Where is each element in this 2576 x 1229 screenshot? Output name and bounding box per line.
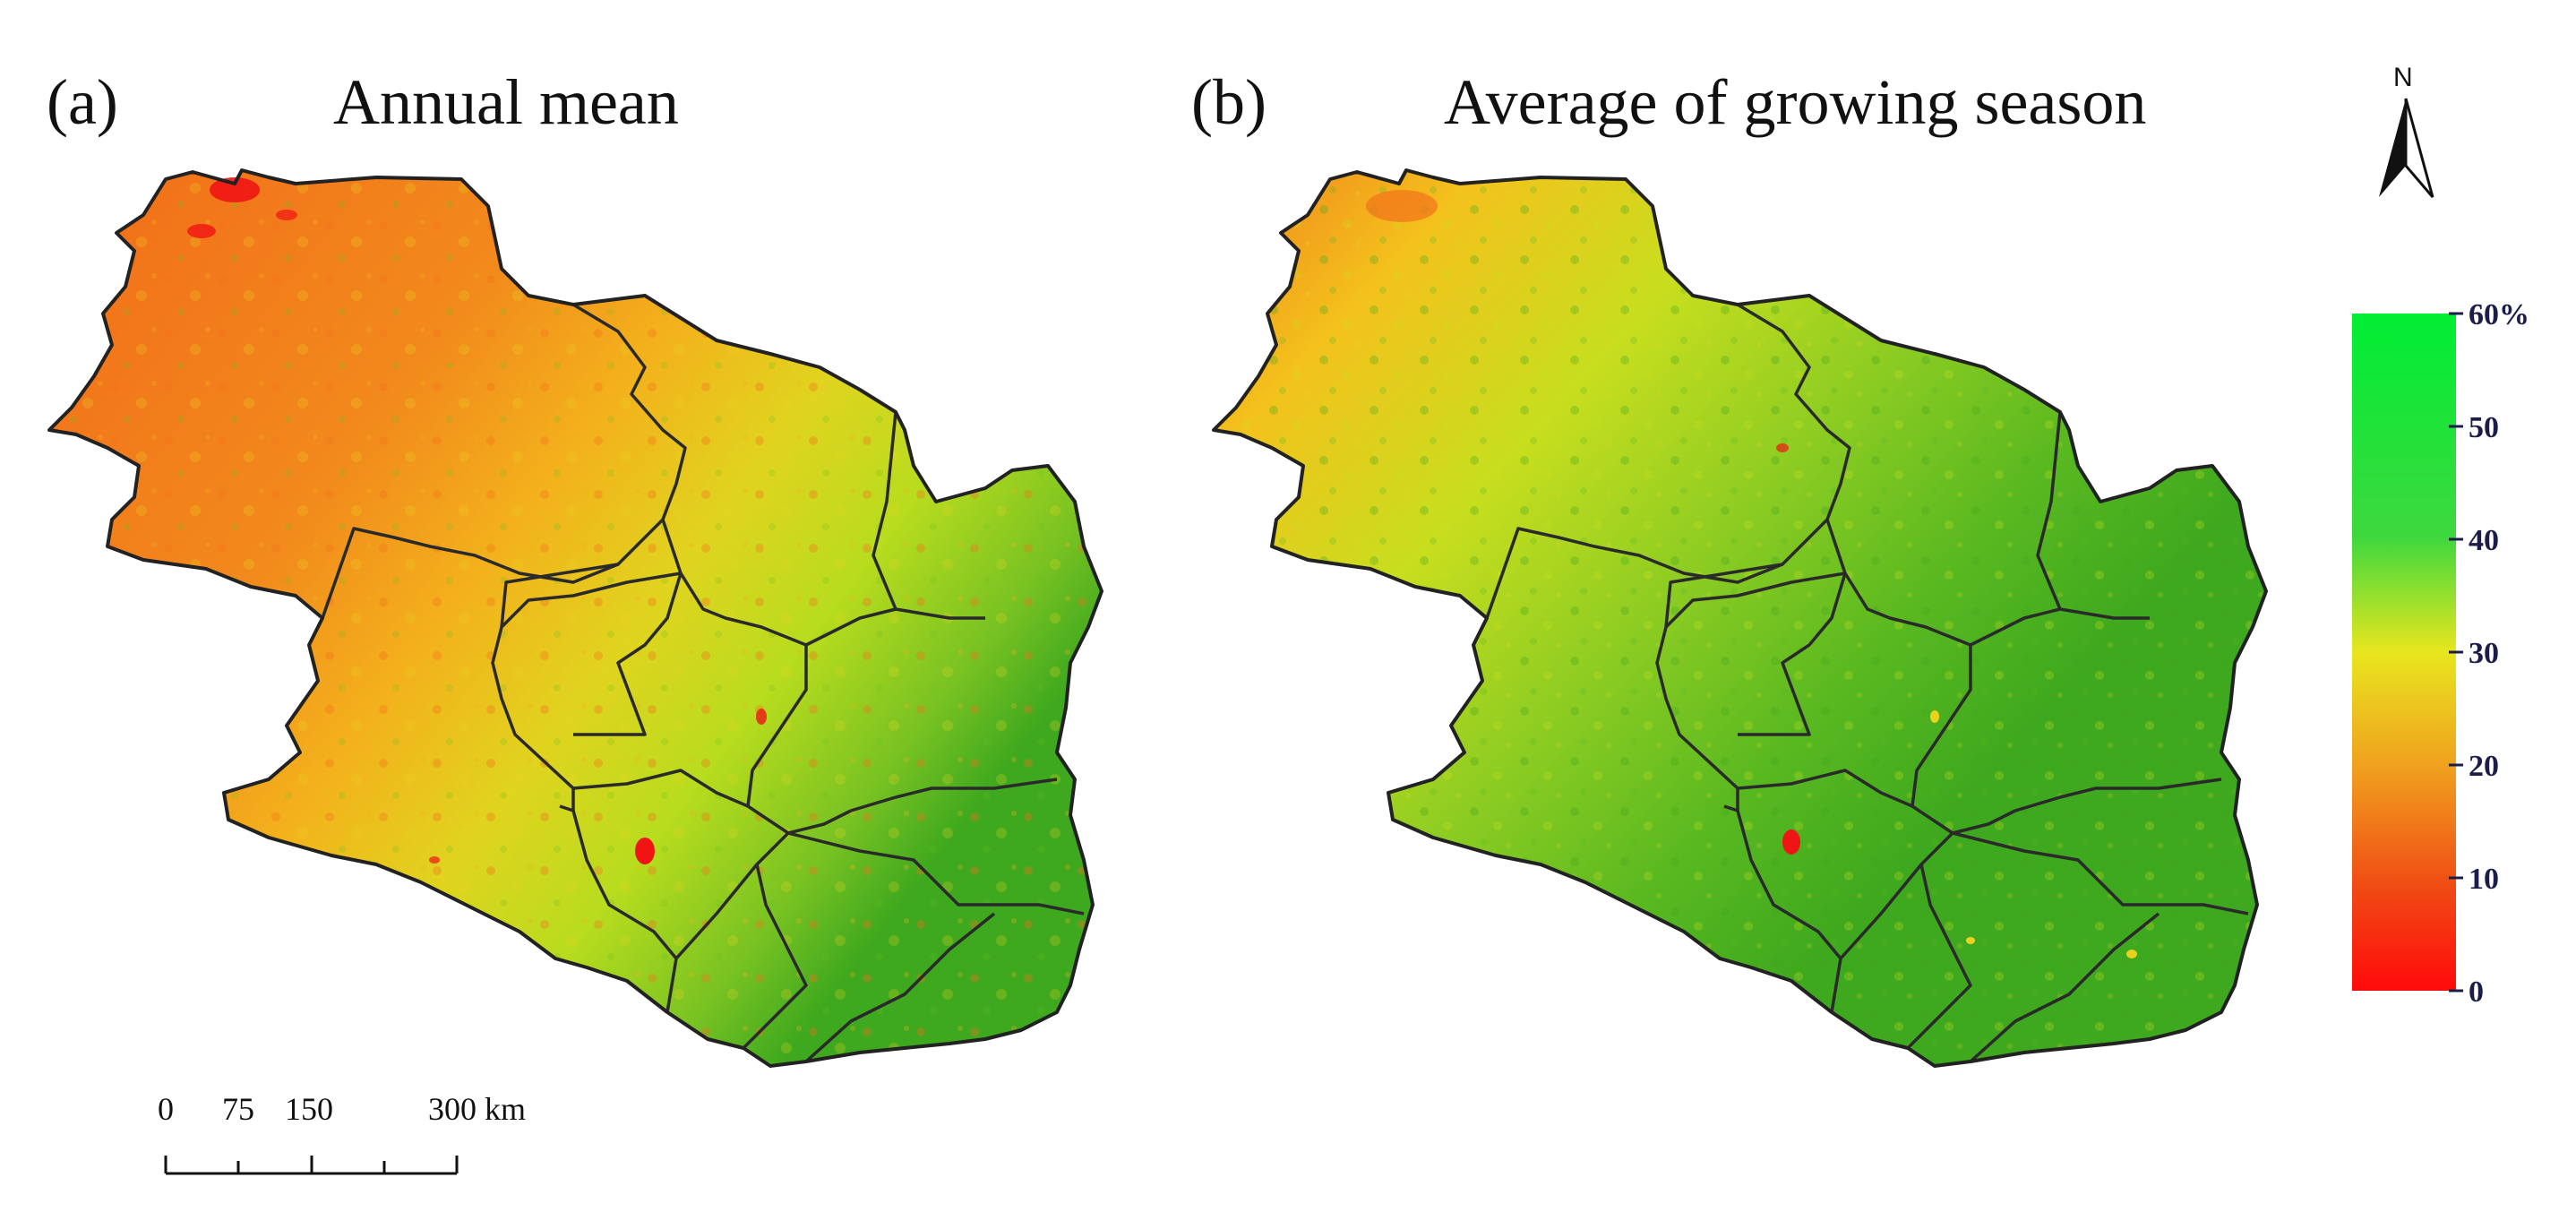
legend-ticks: 60% 50 40 30 20 10 0 [2449,298,2529,1009]
legend-tick-label: 50 [2469,411,2499,444]
scale-label: 300 km [428,1091,526,1127]
map-b-hotspots [1366,190,2137,958]
scale-bar: 0 75 150 300 km [158,1091,526,1175]
map-b-boundaries [1485,303,2249,1063]
scale-bar-line [164,1156,459,1175]
panel-a: (a) Annual mean [47,66,1103,1068]
north-arrow-label: N [2393,63,2413,92]
map-a-hotspots [187,177,767,864]
legend-tick-label: 60% [2469,298,2529,331]
north-arrow-icon [2379,98,2434,198]
legend: 60% 50 40 30 20 10 0 [2352,298,2529,1009]
legend-tick-label: 0 [2469,975,2484,1009]
panel-b: (b) Average of growing season [1191,66,2268,1068]
legend-tick-label: 40 [2469,524,2499,557]
panel-a-letter: (a) [47,66,118,138]
map-a-boundaries [321,303,1085,1063]
scale-labels: 0 75 150 300 km [158,1091,526,1127]
scale-label: 75 [222,1091,254,1127]
north-arrow: N [2379,63,2434,198]
map-a [47,168,1103,1068]
legend-tick-label: 20 [2469,750,2499,783]
legend-colorbar [2352,314,2456,991]
legend-tick-label: 30 [2469,637,2499,670]
panel-a-title: Annual mean [333,66,679,138]
scale-label: 0 [158,1091,174,1127]
panel-b-letter: (b) [1191,66,1267,138]
scale-label: 150 [285,1091,333,1127]
legend-tick-label: 10 [2469,863,2499,896]
map-b [1212,168,2268,1068]
panel-b-title: Average of growing season [1444,66,2146,138]
